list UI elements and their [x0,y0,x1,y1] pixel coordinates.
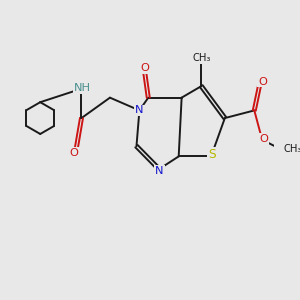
Text: O: O [140,63,149,73]
Text: O: O [258,76,267,86]
Text: N: N [135,105,144,116]
Text: NH: NH [74,83,91,93]
Text: S: S [208,148,215,161]
Text: CH₃: CH₃ [284,144,300,154]
Text: O: O [70,148,79,158]
Text: N: N [155,166,164,176]
Text: CH₃: CH₃ [192,53,211,63]
Text: O: O [259,134,268,144]
